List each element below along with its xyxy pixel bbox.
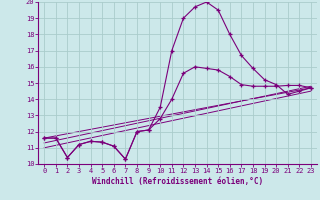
X-axis label: Windchill (Refroidissement éolien,°C): Windchill (Refroidissement éolien,°C) xyxy=(92,177,263,186)
